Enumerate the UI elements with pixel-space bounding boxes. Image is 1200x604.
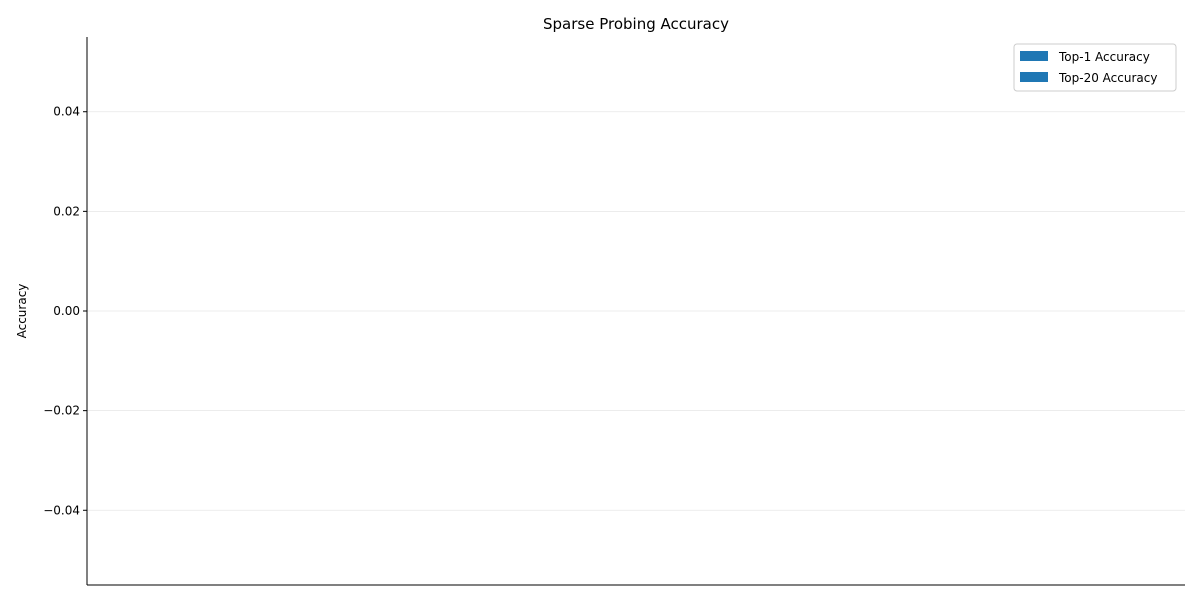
- y-tick-label: 0.04: [53, 105, 80, 119]
- y-ticks: −0.04 −0.02 0.00 0.02 0.04: [43, 105, 87, 517]
- legend: Top-1 Accuracy Top-20 Accuracy: [1013, 43, 1177, 92]
- y-tick-label: 0.02: [53, 204, 80, 218]
- y-tick-label: −0.02: [43, 404, 80, 418]
- y-axis-label: Accuracy: [15, 284, 29, 339]
- legend-label-top-20: Top-20 Accuracy: [1058, 71, 1157, 85]
- chart-title: Sparse Probing Accuracy: [543, 15, 729, 33]
- gridlines: [87, 111, 1185, 511]
- legend-swatch-top-1: [1020, 51, 1048, 61]
- legend-swatch-top-20: [1020, 72, 1048, 82]
- legend-frame: [1013, 43, 1177, 92]
- y-tick-label: 0.00: [53, 304, 80, 318]
- y-tick-label: −0.04: [43, 503, 80, 517]
- legend-label-top-1: Top-1 Accuracy: [1058, 50, 1150, 64]
